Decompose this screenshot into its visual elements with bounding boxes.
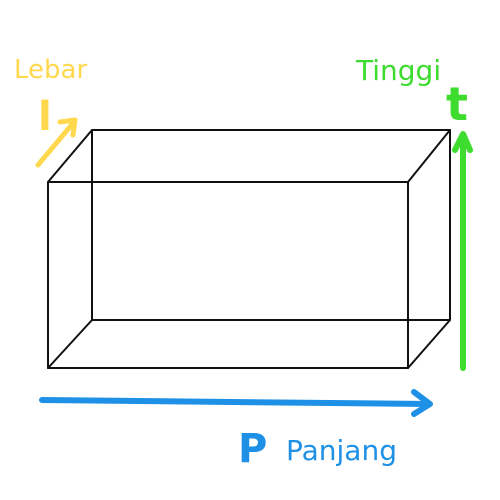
cuboid-back-face: [91, 129, 451, 321]
cuboid-front-face: [47, 181, 409, 369]
cuboid-edge-top-right: [407, 129, 451, 183]
width-arrow-shaft: [35, 119, 77, 168]
width-arrow-head: [57, 117, 78, 138]
length-arrow-head: [411, 389, 433, 417]
cuboid-edge-bottom-left: [47, 319, 93, 369]
height-label: Tinggi: [355, 54, 441, 87]
length-annotation: P Panjang: [39, 389, 433, 472]
height-symbol: t: [446, 77, 468, 131]
height-annotation: Tinggi t: [355, 54, 473, 371]
length-arrow-shaft: [39, 397, 431, 407]
height-arrow-head: [452, 131, 473, 153]
cuboid-edge-top-left: [47, 129, 93, 183]
cuboid: [47, 129, 451, 369]
width-symbol: l: [38, 94, 52, 140]
width-label: Lebar: [14, 55, 87, 85]
length-label: Panjang: [286, 434, 397, 467]
width-annotation: Lebar l: [14, 55, 87, 168]
cuboid-edge-bottom-right: [407, 319, 451, 369]
length-symbol: P: [238, 426, 267, 472]
